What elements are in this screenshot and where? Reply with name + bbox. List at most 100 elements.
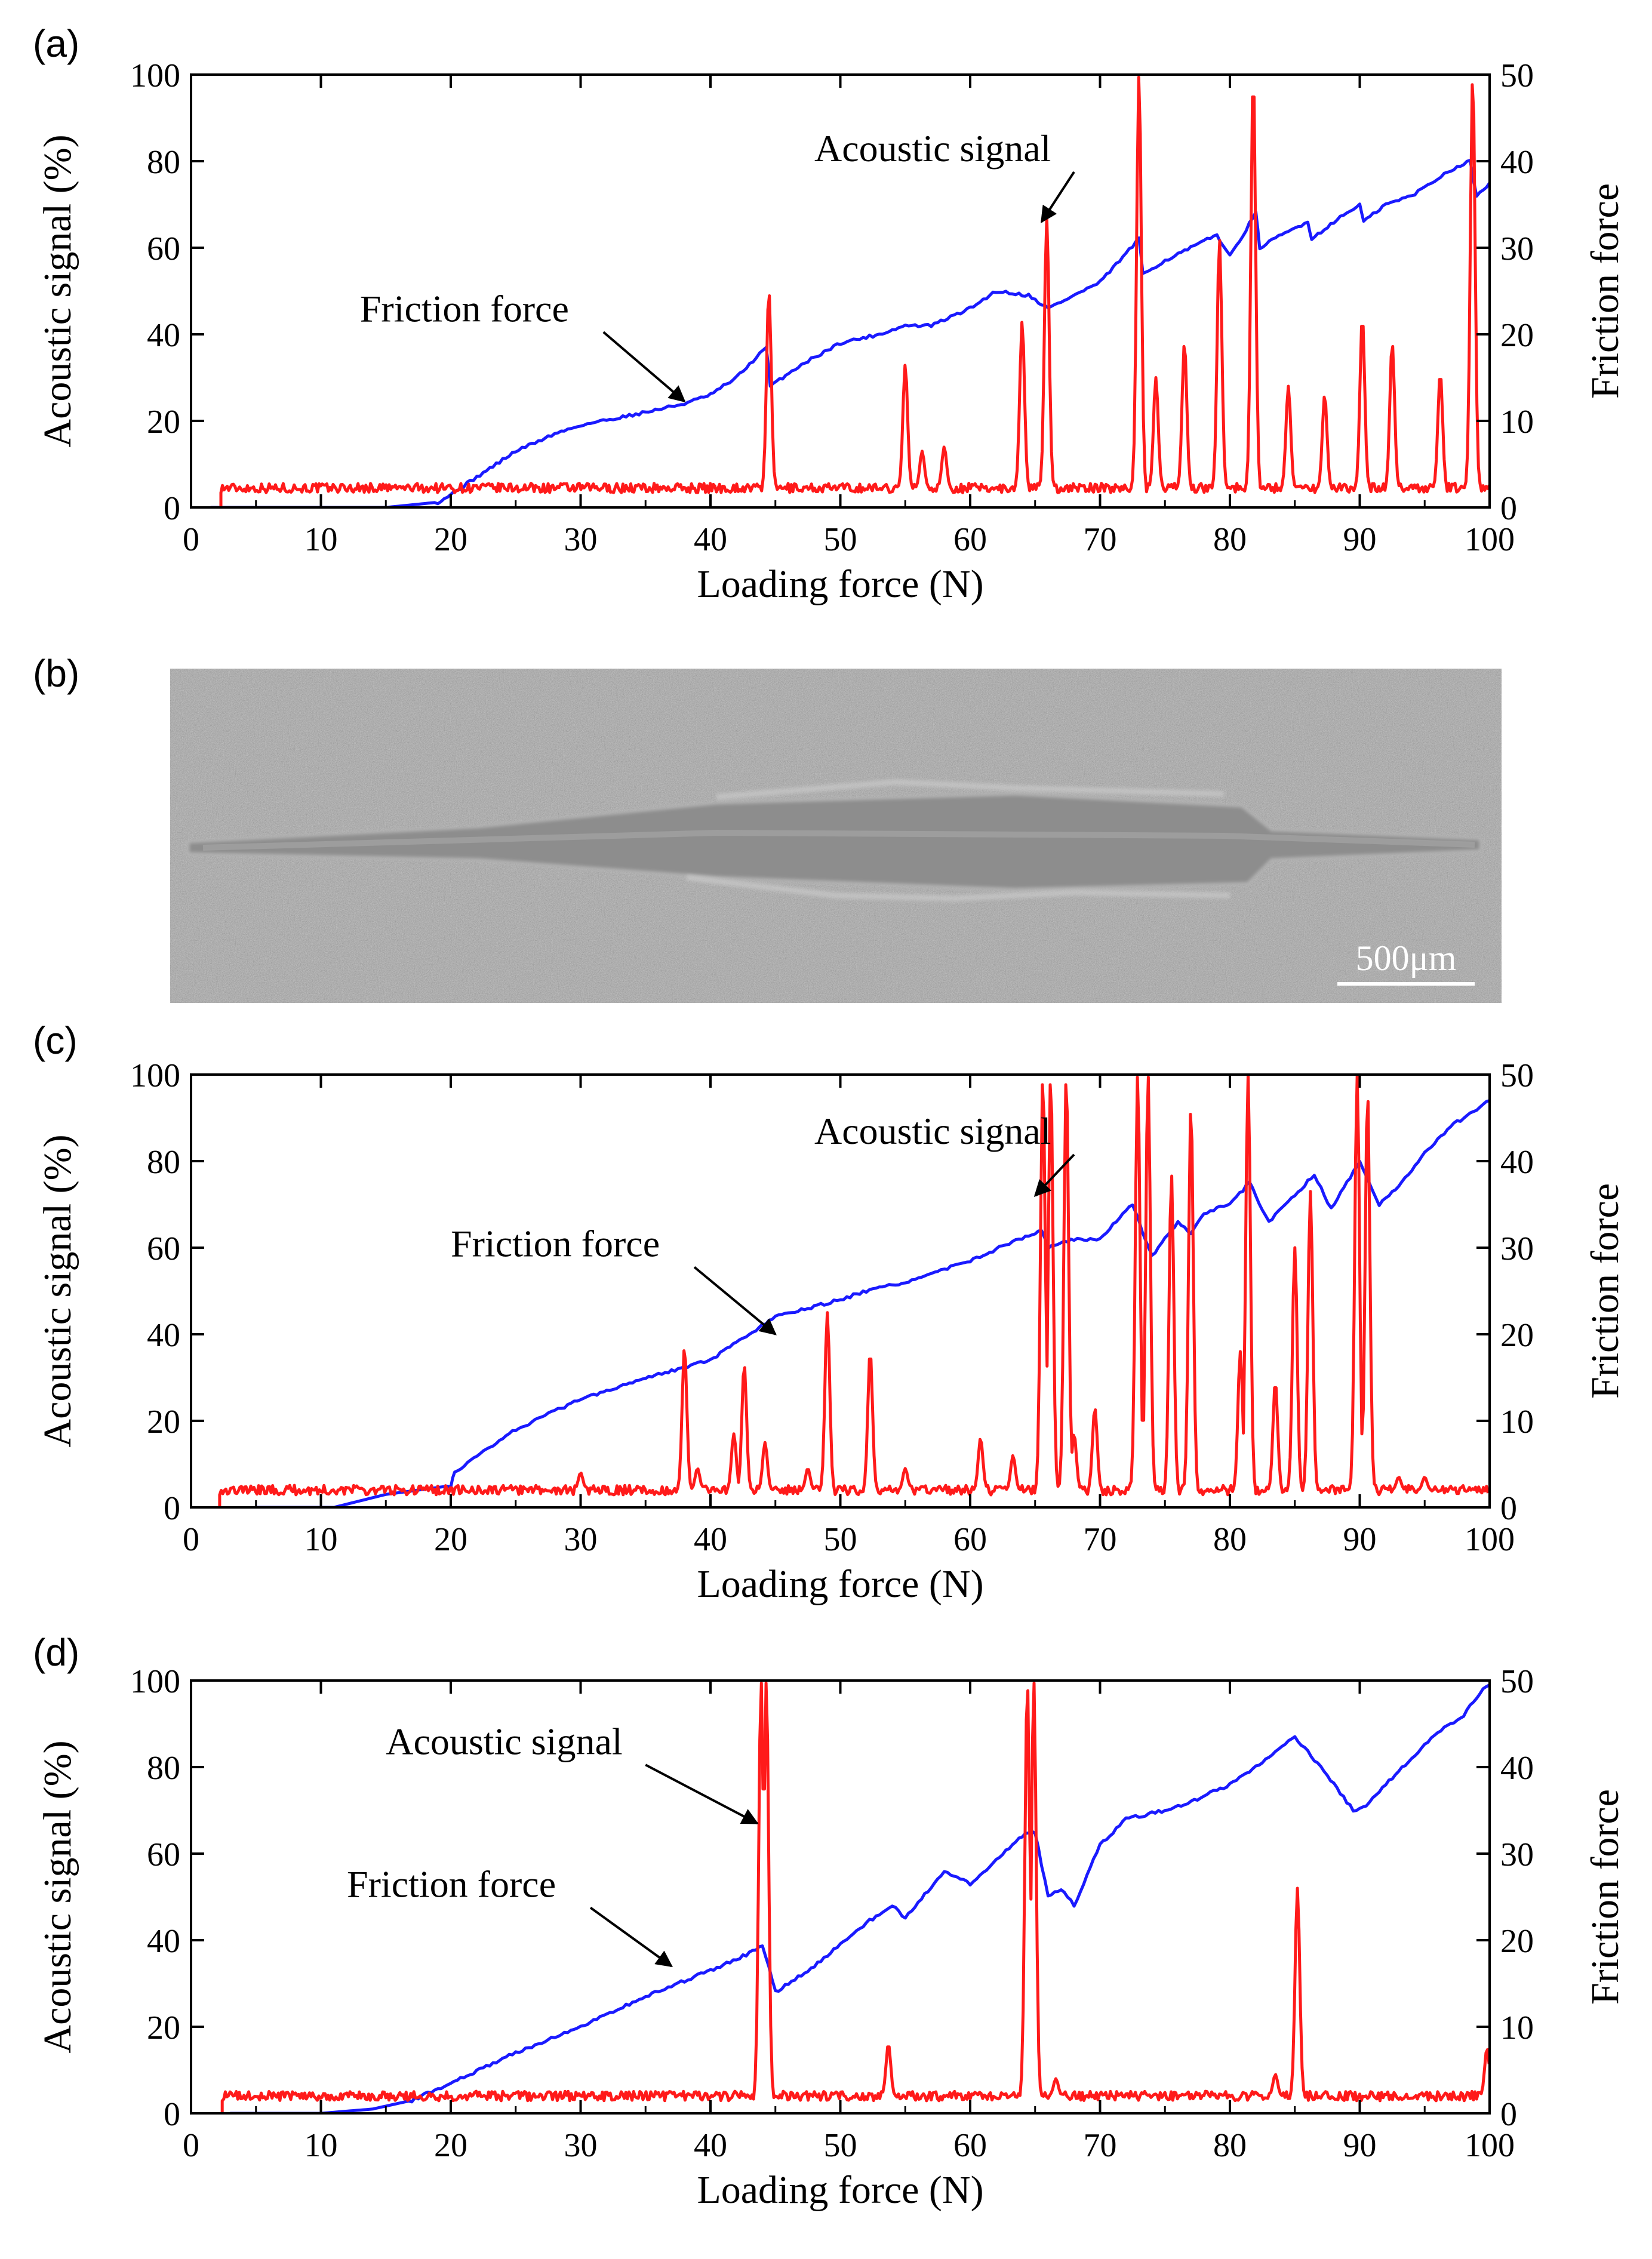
- y-tick-label: 40: [147, 317, 180, 354]
- y2-tick-label: 40: [1500, 1144, 1534, 1181]
- y2-axis-title: Friction force: [1583, 1183, 1627, 1399]
- x-tick-label: 30: [564, 2127, 598, 2164]
- y2-tick-label: 30: [1500, 1230, 1534, 1267]
- annotation-acoustic-signal: Acoustic signal: [386, 1720, 622, 1762]
- y-tick-label: 60: [147, 1836, 180, 1873]
- y-tick-label: 80: [147, 1750, 180, 1787]
- y-tick-label: 60: [147, 230, 180, 267]
- y2-tick-label: 0: [1500, 490, 1517, 527]
- panel-label: (c): [33, 1019, 78, 1062]
- micrograph-panel-b: (b) 500μm: [33, 652, 1502, 1003]
- chart-panel-d: (d)0 10 20 30 40 50 60 70 80 90 100020406080100010…: [33, 1631, 1627, 2212]
- y2-tick-label: 30: [1500, 230, 1534, 267]
- x-tick-label: 0: [183, 2127, 199, 2164]
- x-tick-label: 20: [434, 521, 467, 558]
- y2-tick-label: 50: [1500, 1057, 1534, 1094]
- chart-panel-c: (c)0 10 20 30 40 50 60 70 80 90 100020406080100010…: [33, 1019, 1627, 1606]
- x-tick-label: 100: [1465, 521, 1515, 558]
- x-tick-label: 80: [1213, 521, 1247, 558]
- y2-tick-label: 10: [1500, 404, 1534, 441]
- y-tick-label: 60: [147, 1230, 180, 1267]
- scale-bar-label: 500μm: [1356, 938, 1457, 978]
- y-tick-label: 0: [164, 1490, 180, 1527]
- x-tick-label: 70: [1084, 2127, 1117, 2164]
- y2-tick-label: 10: [1500, 2009, 1534, 2046]
- annotation-friction-force: Friction force: [451, 1223, 660, 1265]
- x-tick-label: 40: [694, 521, 727, 558]
- annotation-acoustic-signal: Acoustic signal: [814, 127, 1051, 170]
- series-line-friction-force: [230, 1684, 1490, 2113]
- plot-area: [210, 75, 1490, 507]
- y-tick-label: 40: [147, 1317, 180, 1354]
- y-tick-label: 20: [147, 2009, 180, 2046]
- x-tick-label: 30: [564, 1521, 598, 1558]
- x-tick-label: 40: [694, 1521, 727, 1558]
- annotation-arrow: [693, 1266, 777, 1335]
- x-tick-label: 40: [694, 2127, 727, 2164]
- y2-axis-title: Friction force: [1583, 183, 1627, 399]
- annotation-arrow: [1040, 171, 1075, 223]
- x-tick-label: 30: [564, 521, 598, 558]
- annotation-arrow: [1033, 1153, 1075, 1198]
- x-tick-label: 60: [953, 2127, 987, 2164]
- plot-area: [220, 1681, 1490, 2113]
- y-tick-label: 40: [147, 1923, 180, 1960]
- x-tick-label: 0: [183, 521, 199, 558]
- panel-label: (d): [33, 1631, 79, 1674]
- y-axis-title: Acoustic signal (%): [36, 1134, 79, 1447]
- chart-panel-a: (a)0 10 20 30 40 50 60 70 80 90 100020406080100010…: [33, 22, 1627, 606]
- x-tick-label: 80: [1213, 1521, 1247, 1558]
- x-axis-title: Loading force (N): [697, 562, 983, 606]
- y2-tick-label: 10: [1500, 1404, 1534, 1441]
- annotation-acoustic-signal: Acoustic signal: [814, 1110, 1051, 1152]
- x-axis-title: Loading force (N): [697, 2168, 983, 2212]
- x-tick-label: 50: [824, 521, 857, 558]
- annotation-friction-force: Friction force: [360, 287, 569, 330]
- series-line-acoustic-signal: [220, 1681, 1490, 2113]
- y2-tick-label: 20: [1500, 317, 1534, 354]
- scratch-track-center: [202, 829, 1475, 851]
- series-line-friction-force: [210, 159, 1490, 507]
- y-tick-label: 100: [130, 57, 180, 94]
- series-line-acoustic-signal: [219, 75, 1490, 507]
- y2-tick-label: 0: [1500, 2096, 1517, 2133]
- y2-tick-label: 0: [1500, 1490, 1517, 1527]
- series-line-acoustic-signal: [218, 1075, 1490, 1507]
- y-axis-title: Acoustic signal (%): [36, 134, 79, 447]
- x-tick-label: 90: [1343, 521, 1377, 558]
- y-tick-label: 100: [130, 1663, 180, 1700]
- y2-tick-label: 40: [1500, 1750, 1534, 1787]
- x-tick-label: 10: [304, 2127, 338, 2164]
- x-tick-label: 10: [304, 521, 338, 558]
- panel-label-b: (b): [33, 652, 79, 695]
- annotation-arrow: [645, 1764, 759, 1825]
- y2-tick-label: 20: [1500, 1923, 1534, 1960]
- x-tick-label: 60: [953, 1521, 987, 1558]
- y-tick-label: 20: [147, 1404, 180, 1441]
- x-tick-label: 50: [824, 1521, 857, 1558]
- panel-label: (a): [33, 22, 79, 65]
- annotation-friction-force: Friction force: [347, 1863, 556, 1906]
- y-tick-label: 100: [130, 1057, 180, 1094]
- annotation-arrow: [602, 331, 686, 403]
- y2-tick-label: 50: [1500, 1663, 1534, 1700]
- y2-tick-label: 30: [1500, 1836, 1534, 1873]
- x-tick-label: 20: [434, 2127, 467, 2164]
- x-tick-label: 60: [953, 521, 987, 558]
- x-tick-label: 20: [434, 1521, 467, 1558]
- y-tick-label: 80: [147, 144, 180, 181]
- scratch-track: [187, 792, 1482, 891]
- x-tick-label: 90: [1343, 1521, 1377, 1558]
- x-tick-label: 10: [304, 1521, 338, 1558]
- y2-tick-label: 20: [1500, 1317, 1534, 1354]
- x-axis-title: Loading force (N): [697, 1562, 983, 1606]
- x-tick-label: 0: [183, 1521, 199, 1558]
- plot-area: [218, 1075, 1490, 1507]
- x-tick-label: 70: [1084, 521, 1117, 558]
- y-tick-label: 20: [147, 404, 180, 441]
- y2-tick-label: 40: [1500, 144, 1534, 181]
- y-tick-label: 0: [164, 2096, 180, 2133]
- y2-tick-label: 50: [1500, 57, 1534, 94]
- x-tick-label: 100: [1465, 1521, 1515, 1558]
- annotation-arrow: [589, 1906, 673, 1968]
